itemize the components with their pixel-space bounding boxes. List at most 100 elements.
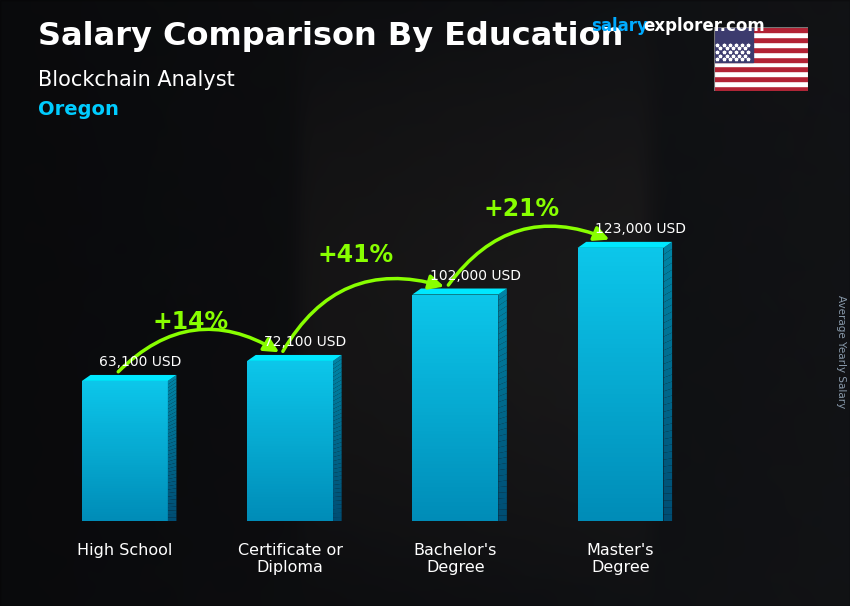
Polygon shape [333,376,342,385]
Polygon shape [82,381,167,383]
Polygon shape [333,496,342,501]
Polygon shape [498,306,507,317]
Polygon shape [167,411,177,419]
Polygon shape [664,368,672,378]
Polygon shape [578,353,664,357]
Polygon shape [498,481,507,487]
Polygon shape [412,518,498,521]
Bar [714,47,808,52]
Polygon shape [333,484,342,489]
Polygon shape [247,438,333,441]
Polygon shape [82,458,167,461]
Polygon shape [247,492,333,494]
Polygon shape [247,516,333,519]
Polygon shape [578,503,664,507]
Polygon shape [412,396,498,401]
Polygon shape [578,489,664,494]
Polygon shape [412,313,498,317]
Polygon shape [82,514,167,516]
Polygon shape [247,513,333,516]
Polygon shape [412,502,498,506]
Polygon shape [412,487,498,491]
Polygon shape [82,493,167,496]
Polygon shape [578,485,664,489]
Polygon shape [167,401,177,409]
Polygon shape [247,479,333,481]
Polygon shape [412,411,498,415]
Polygon shape [167,462,177,468]
Polygon shape [412,389,498,393]
Polygon shape [167,433,177,441]
Polygon shape [82,425,167,428]
Polygon shape [412,298,498,302]
Polygon shape [412,351,498,355]
Polygon shape [82,456,167,458]
Polygon shape [498,382,507,391]
Polygon shape [412,419,498,423]
Polygon shape [333,467,342,473]
Polygon shape [664,298,672,309]
Polygon shape [82,385,167,388]
Polygon shape [167,379,177,388]
Polygon shape [82,402,167,404]
Polygon shape [578,357,664,362]
Polygon shape [578,262,664,266]
Polygon shape [664,277,672,289]
Polygon shape [578,284,664,289]
Polygon shape [578,507,664,512]
Polygon shape [498,411,507,419]
Polygon shape [333,401,342,409]
Polygon shape [578,293,664,298]
Polygon shape [578,257,664,262]
Polygon shape [578,375,664,380]
Polygon shape [82,488,167,491]
Polygon shape [333,517,342,521]
Polygon shape [498,422,507,430]
Polygon shape [578,512,664,516]
Polygon shape [333,359,342,369]
Polygon shape [167,408,177,416]
Polygon shape [498,463,507,470]
Polygon shape [578,302,664,307]
Polygon shape [664,416,672,425]
Polygon shape [167,488,177,493]
Polygon shape [82,496,167,498]
Polygon shape [247,473,333,476]
Polygon shape [578,316,664,321]
Polygon shape [82,472,167,474]
Polygon shape [412,435,498,438]
Polygon shape [167,518,177,521]
Polygon shape [664,465,672,473]
Polygon shape [167,481,177,486]
Polygon shape [412,479,498,484]
Polygon shape [82,418,167,421]
Text: salary: salary [591,17,648,35]
Polygon shape [82,393,167,395]
Polygon shape [167,470,177,476]
Polygon shape [412,317,498,321]
Polygon shape [578,435,664,439]
Polygon shape [82,437,167,439]
Polygon shape [578,425,664,430]
Polygon shape [412,362,498,366]
Polygon shape [578,439,664,444]
Polygon shape [578,458,664,462]
Polygon shape [247,489,333,492]
Polygon shape [578,476,664,480]
Polygon shape [664,424,672,432]
Polygon shape [247,447,333,449]
Polygon shape [578,242,672,248]
Polygon shape [82,444,167,447]
Polygon shape [333,367,342,377]
Polygon shape [333,434,342,441]
Polygon shape [498,288,507,300]
Polygon shape [498,358,507,368]
Polygon shape [498,318,507,328]
Polygon shape [247,369,333,371]
Polygon shape [82,516,167,519]
Polygon shape [82,470,167,472]
Polygon shape [498,311,507,323]
Polygon shape [167,478,177,482]
Polygon shape [82,484,167,486]
Polygon shape [333,355,342,365]
